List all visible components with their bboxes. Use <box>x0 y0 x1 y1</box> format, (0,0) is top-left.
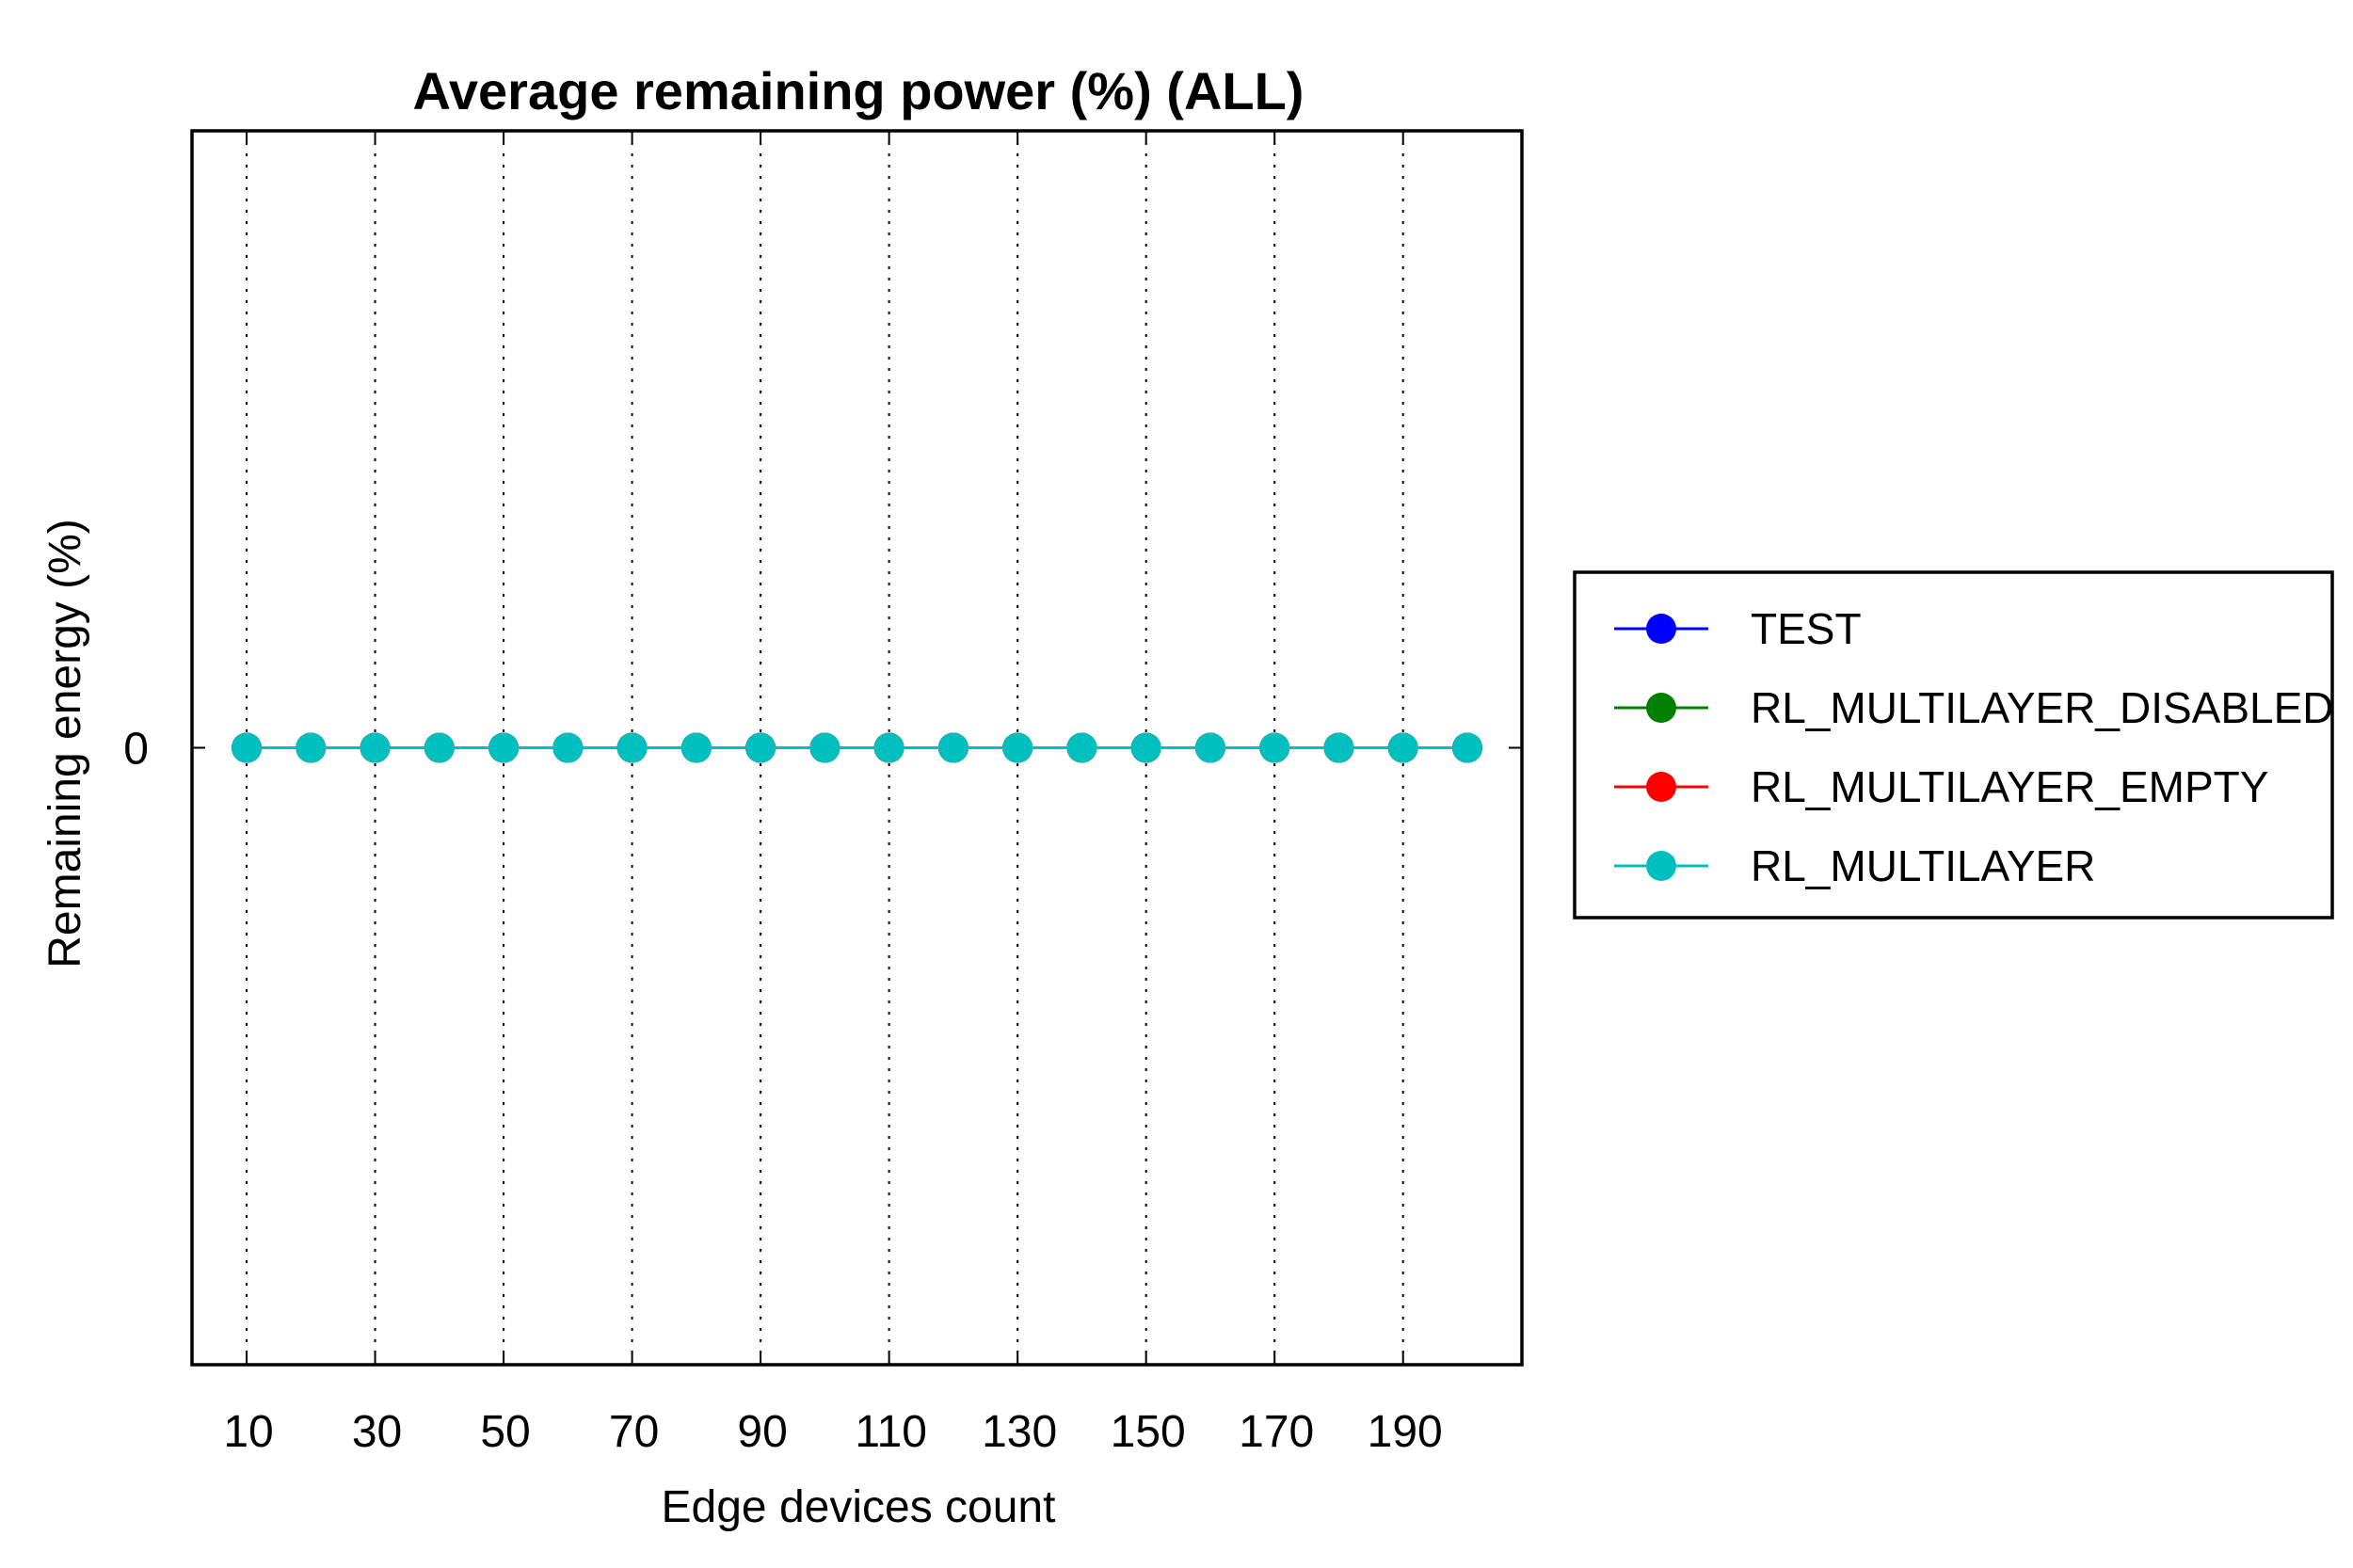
legend-marker <box>1646 614 1676 644</box>
legend-marker <box>1646 772 1676 802</box>
data-point <box>1002 732 1033 763</box>
x-tick-label: 70 <box>609 1407 659 1457</box>
legend-marker <box>1646 693 1676 723</box>
x-tick-label: 90 <box>737 1407 787 1457</box>
data-point <box>552 732 584 763</box>
legend-marker <box>1646 851 1676 881</box>
data-point <box>1323 732 1354 763</box>
data-point <box>873 732 904 763</box>
x-tick-label: 190 <box>1368 1407 1443 1457</box>
data-point <box>1194 732 1225 763</box>
data-point <box>680 732 712 763</box>
data-point <box>232 732 263 763</box>
data-point <box>809 732 840 763</box>
series-group <box>232 732 1482 763</box>
legend-item: RL_MULTILAYER_EMPTY <box>1614 762 2268 811</box>
grid <box>246 131 1404 1365</box>
legend-item: RL_MULTILAYER <box>1614 841 2095 890</box>
x-axis: 10 30 50 70 90 110 130 150 170 190 <box>223 131 1443 1457</box>
y-axis: 0 <box>123 725 1522 775</box>
y-axis-label: Remaining energy (%) <box>40 519 90 968</box>
data-point <box>360 732 391 763</box>
data-point <box>296 732 327 763</box>
data-point <box>488 732 520 763</box>
data-point <box>1451 732 1482 763</box>
data-point <box>745 732 776 763</box>
legend-item: RL_MULTILAYER_DISABLED <box>1614 683 2334 732</box>
data-point <box>1066 732 1097 763</box>
x-axis-label: Edge devices count <box>662 1482 1056 1532</box>
y-tick-label: 0 <box>123 725 149 775</box>
data-point <box>1387 732 1418 763</box>
legend-label: TEST <box>1751 604 1862 653</box>
x-tick-label: 10 <box>223 1407 273 1457</box>
x-tick-label: 30 <box>352 1407 402 1457</box>
legend-label: RL_MULTILAYER_DISABLED <box>1751 683 2334 732</box>
series <box>232 732 1482 763</box>
legend-label: RL_MULTILAYER <box>1751 841 2095 890</box>
legend: TEST RL_MULTILAYER_DISABLED RL_MULTILAYER_… <box>1573 570 2334 920</box>
data-point <box>937 732 968 763</box>
x-tick-label: 150 <box>1111 1407 1186 1457</box>
x-tick-label: 170 <box>1239 1407 1314 1457</box>
x-tick-label: 110 <box>855 1407 927 1457</box>
data-point <box>616 732 648 763</box>
data-point <box>1259 732 1290 763</box>
legend-label: RL_MULTILAYER_EMPTY <box>1751 762 2268 811</box>
data-point <box>424 732 455 763</box>
data-point <box>1130 732 1161 763</box>
x-tick-label: 130 <box>982 1407 1057 1457</box>
chart-title: Average remaining power (%) (ALL) <box>413 61 1305 120</box>
x-tick-label: 50 <box>480 1407 530 1457</box>
legend-item: TEST <box>1614 604 1862 653</box>
